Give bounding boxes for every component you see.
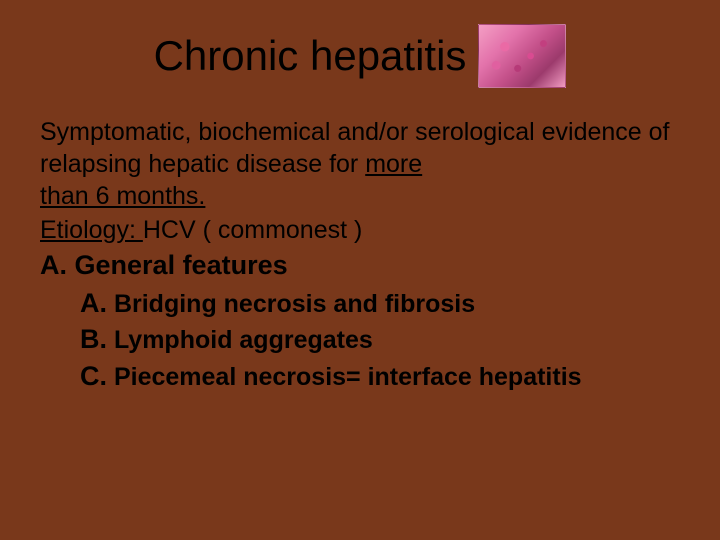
list-item-text: Lymphoid aggregates [114,326,373,354]
list-item-marker: B. [80,324,107,354]
list-item-text: Bridging necrosis and fibrosis [114,290,475,318]
definition-part1: Symptomatic, biochemical and/or serologi… [40,118,669,178]
feature-list: A. Bridging necrosis and fibrosis B. Lym… [80,285,680,395]
etiology-value: HCV ( commonest ) [143,216,362,244]
definition-text: Symptomatic, biochemical and/or serologi… [40,116,680,212]
section-heading: A. General features [40,248,680,283]
list-item-marker: C. [80,361,107,391]
slide-title: Chronic hepatitis [154,32,467,80]
definition-underlined2: than 6 months. [40,182,205,210]
slide: Chronic hepatitis Symptomatic, biochemic… [0,0,720,540]
list-item-marker: A. [80,288,107,318]
slide-body: Symptomatic, biochemical and/or serologi… [40,116,680,394]
list-item: C. Piecemeal necrosis= interface hepatit… [80,358,680,395]
section-heading-text: General features [75,250,288,280]
list-item: A. Bridging necrosis and fibrosis [80,285,680,322]
title-row: Chronic hepatitis [40,24,680,88]
list-item-text: Piecemeal necrosis= interface hepatitis [114,363,582,391]
etiology-line: Etiology: HCV ( commonest ) [40,214,680,246]
etiology-label: Etiology: [40,216,143,244]
list-item: B. Lymphoid aggregates [80,321,680,358]
section-marker: A. [40,250,67,280]
histology-image [478,24,566,88]
definition-underlined1: more [365,150,422,178]
